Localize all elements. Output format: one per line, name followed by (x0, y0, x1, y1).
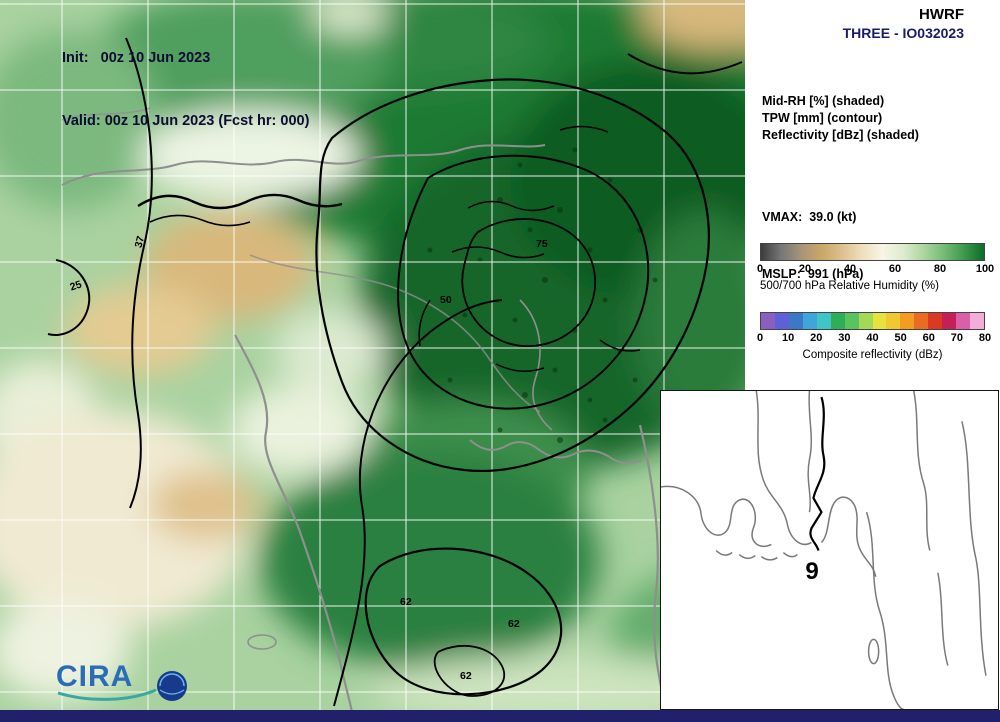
refl-color-segment (844, 313, 859, 329)
field-reflectivity: Reflectivity [dBz] (shaded) (762, 128, 919, 142)
rammb-globe-arc2 (159, 689, 185, 695)
contour-label-50: 50 (440, 294, 452, 306)
refl-color-segment (942, 313, 957, 329)
model-name: HWRF (919, 6, 964, 23)
forecast-map: Init: 00z 10 Jun 2023 Valid: 00z 10 Jun … (0, 0, 745, 710)
rh-colorbar: 0 20 40 60 80 100 500/700 hPa Relative H… (756, 243, 994, 292)
refl-color-segment (914, 313, 929, 329)
init-valid-text: Init: 00z 10 Jun 2023 Valid: 00z 10 Jun … (62, 6, 309, 174)
rh-tick: 80 (933, 263, 947, 275)
cira-logo: CIRA (56, 650, 196, 709)
rh-tick: 40 (843, 263, 857, 275)
refl-colorbar-segments (760, 312, 985, 330)
cira-logo-text: CIRA (56, 660, 133, 693)
refl-tick: 10 (782, 332, 795, 344)
refl-color-segment (928, 313, 943, 329)
contour-label-62c: 62 (460, 670, 472, 682)
refl-color-segment (761, 313, 775, 329)
refl-colorbar-ticks: 0 10 20 30 40 50 60 70 80 (756, 332, 991, 345)
rh-colorbar-caption: 500/700 hPa Relative Humidity (%) (760, 280, 939, 292)
track-position-label: 9 (805, 558, 818, 585)
graticule (0, 0, 745, 710)
contour-label-62b: 62 (508, 618, 520, 630)
refl-tick: 50 (894, 332, 907, 344)
refl-color-segment (858, 313, 873, 329)
init-line: Init: 00z 10 Jun 2023 (62, 50, 211, 66)
refl-color-segment (900, 313, 915, 329)
vmax-value: VMAX: 39.0 (kt) (762, 210, 857, 224)
rh-tick: 0 (756, 263, 764, 275)
rh-colorbar-gradient (760, 243, 985, 261)
field-tpw: TPW [mm] (contour) (762, 111, 883, 125)
refl-colorbar-caption: Composite reflectivity (dBz) (802, 349, 943, 361)
track-inset-map: 9 (660, 390, 999, 710)
refl-colorbar: 0 10 20 30 40 50 60 70 80 Composite refl… (756, 312, 991, 361)
refl-tick: 80 (978, 332, 992, 344)
refl-tick: 70 (950, 332, 963, 344)
cira-logo-graphic: CIRA (56, 660, 187, 701)
rh-tick: 60 (888, 263, 902, 275)
rh-tick: 20 (798, 263, 812, 275)
storm-id: THREE - IO032023 (842, 25, 964, 41)
refl-color-segment (774, 313, 789, 329)
refl-color-segment (816, 313, 831, 329)
inset-coastlines (661, 391, 987, 709)
refl-color-segment (886, 313, 901, 329)
field-midrh: Mid-RH [%] (shaded) (762, 94, 885, 108)
refl-color-segment (788, 313, 803, 329)
rh-colorbar-ticks: 0 20 40 60 80 100 (756, 263, 994, 276)
refl-color-segment (970, 313, 984, 329)
field-legend: Mid-RH [%] (shaded) TPW [mm] (contour) R… (762, 93, 919, 144)
rammb-globe-arc (159, 673, 185, 687)
refl-color-segment (872, 313, 887, 329)
mslp-value: MSLP: 991 (hPa) (762, 267, 864, 281)
storm-vitals: VMAX: 39.0 (kt) MSLP: 991 (hPa) (762, 170, 863, 322)
tpw-contours (47, 37, 743, 707)
valid-line: Valid: 00z 10 Jun 2023 (Fcst hr: 000) (62, 113, 310, 129)
rammb-globe-icon (157, 671, 187, 701)
contour-label-75: 75 (536, 238, 548, 250)
rh-shading-blobs (0, 0, 745, 710)
refl-tick: 60 (922, 332, 935, 344)
refl-tick: 0 (756, 332, 764, 344)
storm-track: 9 (805, 396, 826, 585)
refl-color-segment (956, 313, 971, 329)
contour-label-62a: 62 (400, 596, 412, 608)
inset-map-graphic: 9 (661, 391, 987, 709)
refl-tick: 20 (810, 332, 823, 344)
forecast-map-graphic (0, 0, 745, 710)
refl-color-segment (830, 313, 845, 329)
rh-tick: 100 (975, 263, 995, 275)
cira-swoosh (57, 688, 157, 701)
refl-color-segment (802, 313, 817, 329)
coastlines (61, 107, 668, 710)
refl-tick: 30 (838, 332, 851, 344)
bottom-bar (0, 710, 1000, 722)
refl-tick: 40 (866, 332, 879, 344)
